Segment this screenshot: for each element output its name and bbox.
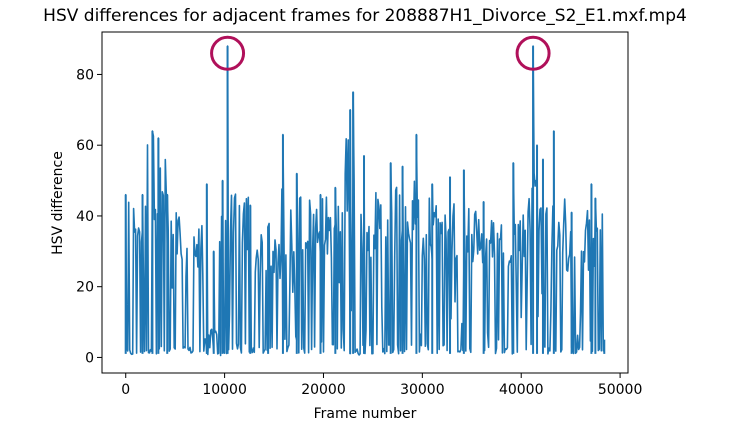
y-tick-label-1: 20: [76, 280, 94, 296]
x-tick-label-0: 0: [121, 382, 130, 398]
y-tick-label-3: 60: [76, 138, 94, 154]
x-tick-label-1: 10000: [202, 382, 247, 398]
y-tick-label-0: 0: [85, 350, 94, 366]
y-tick-label-2: 40: [76, 209, 94, 225]
x-tick-label-4: 40000: [499, 382, 544, 398]
y-axis-ticks: 0 20 40 60 80: [76, 67, 102, 366]
x-axis-label: Frame number: [314, 406, 417, 422]
x-tick-label-3: 30000: [400, 382, 445, 398]
x-tick-label-2: 20000: [301, 382, 346, 398]
y-axis-label: HSV difference: [50, 151, 66, 255]
chart-title: HSV differences for adjacent frames for …: [43, 6, 687, 26]
peak-highlight-circle-2: [515, 35, 551, 71]
y-tick-label-4: 80: [76, 67, 94, 83]
series-line-group: [124, 45, 606, 357]
annotation-group: [210, 35, 551, 71]
peak-highlight-circle-1: [210, 35, 246, 71]
x-tick-label-5: 50000: [598, 382, 643, 398]
x-axis-ticks: 0 10000 20000 30000 40000 50000: [121, 373, 642, 398]
plot-frame: [101, 31, 629, 374]
